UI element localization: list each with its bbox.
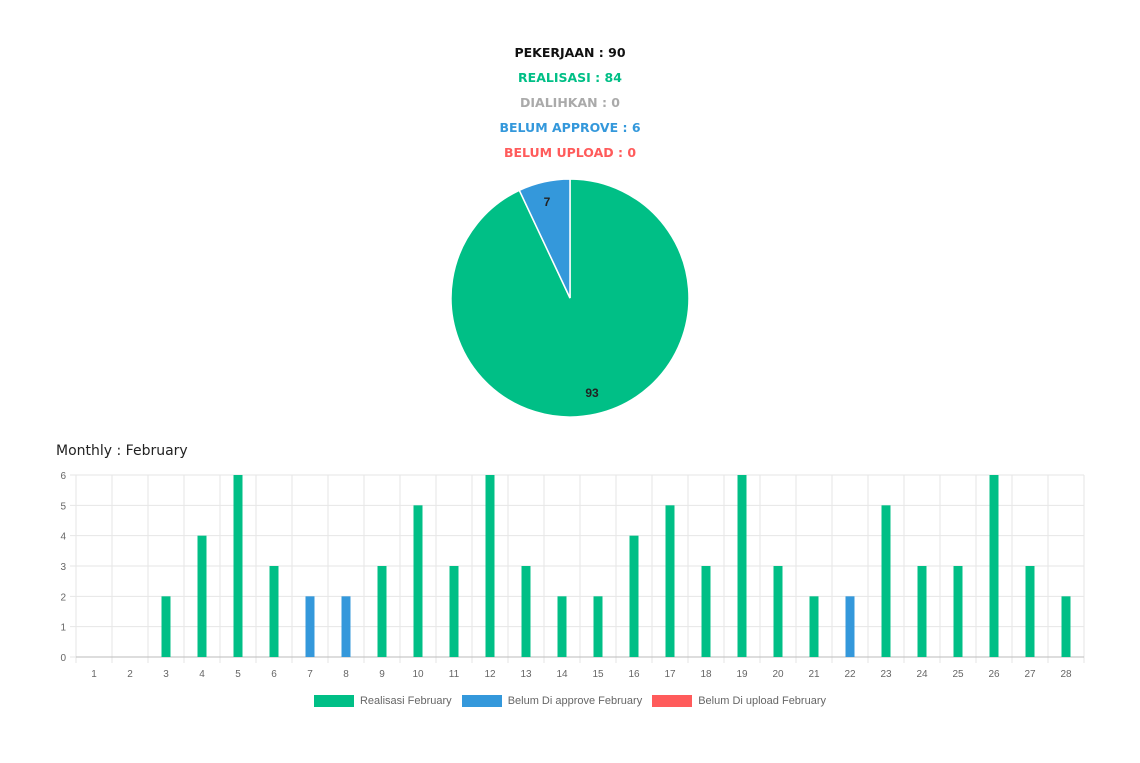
monthly-chart-title: Monthly : February <box>56 443 188 459</box>
bar-realisasi-february[interactable] <box>701 566 711 657</box>
bar-realisasi-february[interactable] <box>917 566 927 657</box>
legend-label: Belum Di upload February <box>698 695 826 707</box>
bar-realisasi-february[interactable] <box>737 475 747 657</box>
x-tick-label: 28 <box>1060 669 1072 680</box>
bar-realisasi-february[interactable] <box>593 596 603 657</box>
x-tick-label: 22 <box>844 669 856 680</box>
x-tick-label: 24 <box>916 669 928 680</box>
x-tick-label: 17 <box>664 669 676 680</box>
belum-upload-count: BELUM UPLOAD : 0 <box>503 145 637 160</box>
bar-belum-di-approve-february[interactable] <box>341 596 351 657</box>
belum-approve-count: BELUM APPROVE : 6 <box>499 120 641 135</box>
x-tick-label: 26 <box>988 669 1000 680</box>
y-tick-label: 5 <box>60 501 66 512</box>
x-tick-label: 9 <box>379 669 385 680</box>
dialihkan-count: DIALIHKAN : 0 <box>520 95 620 110</box>
x-tick-label: 3 <box>163 669 169 680</box>
x-tick-label: 6 <box>271 669 277 680</box>
y-tick-label: 3 <box>60 562 66 573</box>
legend-swatch <box>461 695 502 707</box>
bar-belum-di-approve-february[interactable] <box>305 596 315 657</box>
x-tick-label: 8 <box>343 669 349 680</box>
x-tick-label: 15 <box>592 669 604 680</box>
bar-realisasi-february[interactable] <box>665 505 675 657</box>
legend-swatch <box>313 695 354 707</box>
bar-realisasi-february[interactable] <box>557 596 567 657</box>
x-tick-label: 2 <box>127 669 133 680</box>
pekerjaan-count: PEKERJAAN : 90 <box>514 45 626 60</box>
x-tick-label: 13 <box>520 669 532 680</box>
x-tick-label: 20 <box>772 669 784 680</box>
bar-realisasi-february[interactable] <box>1061 596 1071 657</box>
bar-realisasi-february[interactable] <box>1025 566 1035 657</box>
legend-item[interactable]: Realisasi February <box>313 695 452 707</box>
bar-realisasi-february[interactable] <box>521 566 531 657</box>
y-tick-label: 1 <box>60 623 66 634</box>
x-tick-label: 14 <box>556 669 568 680</box>
bar-realisasi-february[interactable] <box>161 596 171 657</box>
x-tick-label: 5 <box>235 669 241 680</box>
x-tick-label: 7 <box>307 669 313 680</box>
bar-realisasi-february[interactable] <box>377 566 387 657</box>
legend-label: Realisasi February <box>359 695 452 707</box>
x-tick-label: 19 <box>736 669 748 680</box>
legend-item[interactable]: Belum Di upload February <box>652 695 826 707</box>
x-tick-label: 11 <box>449 669 460 680</box>
bar-realisasi-february[interactable] <box>881 505 891 657</box>
bar-realisasi-february[interactable] <box>485 475 495 657</box>
x-tick-label: 16 <box>628 669 640 680</box>
x-tick-label: 25 <box>952 669 964 680</box>
x-tick-label: 4 <box>199 669 205 680</box>
bar-realisasi-february[interactable] <box>233 475 243 657</box>
bar-realisasi-february[interactable] <box>989 475 999 657</box>
x-tick-label: 10 <box>412 669 424 680</box>
pie-chart[interactable]: 93 7 <box>440 170 700 430</box>
bar-realisasi-february[interactable] <box>269 566 279 657</box>
pie-data-label: 93 <box>585 386 599 400</box>
bar-belum-di-approve-february[interactable] <box>845 596 855 657</box>
x-tick-label: 1 <box>91 669 97 680</box>
y-tick-label: 0 <box>60 653 66 664</box>
legend-swatch <box>652 695 693 707</box>
summary-stats: PEKERJAAN : 90 REALISASI : 84 DIALIHKAN … <box>0 44 1140 169</box>
bar-realisasi-february[interactable] <box>449 566 459 657</box>
bar-realisasi-february[interactable] <box>809 596 819 657</box>
x-tick-label: 18 <box>700 669 712 680</box>
legend-label: Belum Di approve February <box>507 695 643 707</box>
realisasi-count: REALISASI : 84 <box>518 70 622 85</box>
x-tick-label: 12 <box>484 669 496 680</box>
pie-slice-belum-di-approve[interactable] <box>518 178 571 299</box>
bar-realisasi-february[interactable] <box>413 505 423 657</box>
legend-item[interactable]: Belum Di approve February <box>461 695 643 707</box>
bar-realisasi-february[interactable] <box>629 535 639 657</box>
chart-legend: Realisasi February Belum Di approve Febru… <box>0 695 1140 707</box>
y-tick-label: 4 <box>60 532 66 543</box>
x-tick-label: 23 <box>880 669 892 680</box>
bar-realisasi-february[interactable] <box>773 566 783 657</box>
y-tick-label: 6 <box>60 471 66 482</box>
x-tick-label: 27 <box>1024 669 1036 680</box>
x-tick-label: 21 <box>808 669 820 680</box>
y-tick-label: 2 <box>60 592 66 603</box>
pie-data-label: 7 <box>544 195 551 209</box>
bar-realisasi-february[interactable] <box>197 535 207 657</box>
bar-realisasi-february[interactable] <box>953 566 963 657</box>
